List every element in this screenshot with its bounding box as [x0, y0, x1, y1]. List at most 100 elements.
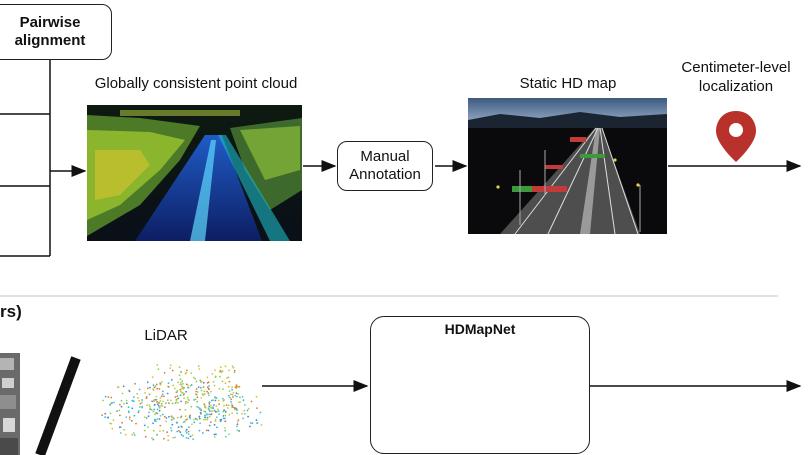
- lidar-point: [197, 406, 200, 409]
- lidar-point: [169, 427, 172, 429]
- lidar-point: [235, 409, 238, 412]
- lidar-point: [249, 425, 251, 428]
- lidar-point: [195, 388, 198, 390]
- lidar-point: [193, 421, 196, 424]
- lidar-point: [238, 386, 240, 388]
- lidar-point: [138, 399, 141, 402]
- lidar-point: [181, 386, 184, 389]
- lidar-point: [223, 409, 226, 412]
- lidar-point: [158, 418, 161, 420]
- lidar-point: [185, 431, 188, 434]
- lidar-point: [137, 410, 140, 412]
- lidar-point: [208, 401, 211, 403]
- lidar-point: [158, 388, 161, 390]
- lidar-point: [203, 403, 206, 405]
- lidar-point: [170, 429, 173, 432]
- lidar-point: [227, 404, 230, 407]
- lidar-point: [169, 367, 172, 369]
- lidar-point: [121, 392, 124, 395]
- lidar-point: [228, 369, 231, 372]
- lidar-point: [160, 395, 163, 397]
- lidar-point: [243, 409, 246, 412]
- lidar-point: [187, 386, 190, 389]
- lidar-point: [192, 438, 195, 441]
- lidar-point: [224, 410, 227, 413]
- lidar-point: [171, 402, 174, 405]
- lidar-point: [151, 400, 154, 403]
- lidar-point: [112, 419, 115, 422]
- lidar-point: [148, 411, 150, 414]
- lidar-point: [189, 417, 192, 420]
- lidar-point: [232, 392, 235, 394]
- lidar-point: [236, 385, 239, 388]
- lidar-point: [143, 429, 146, 432]
- lidar-point: [156, 434, 158, 436]
- lidar-point: [231, 404, 234, 407]
- lidar-point: [224, 429, 227, 432]
- lidar-point: [109, 402, 112, 405]
- lidar-point: [167, 402, 170, 404]
- lidar-point: [228, 433, 230, 436]
- lidar-point: [235, 392, 238, 395]
- localization-label: Centimeter-level localization: [668, 58, 804, 96]
- lidar-point: [156, 412, 159, 415]
- lidar-point: [189, 435, 192, 438]
- lidar-point: [127, 410, 130, 413]
- lidar-point: [117, 386, 120, 389]
- lidar-point: [157, 368, 160, 370]
- lidar-point: [159, 383, 162, 386]
- lidar-point: [131, 399, 134, 402]
- lidar-point: [147, 415, 150, 418]
- lidar-point: [176, 422, 178, 424]
- lidar-point: [241, 412, 244, 415]
- lidar-point: [179, 388, 182, 391]
- lidar-point: [113, 401, 115, 404]
- lidar-point: [208, 413, 211, 416]
- lidar-point: [208, 410, 211, 412]
- lidar-point: [136, 392, 139, 395]
- pairwise-line2: alignment: [14, 32, 86, 49]
- lidar-point: [183, 397, 186, 399]
- lidar-point: [192, 418, 195, 421]
- lidar-point: [202, 381, 205, 384]
- lidar-point: [162, 429, 165, 432]
- lidar-point: [239, 396, 241, 399]
- lidar-point: [208, 405, 211, 408]
- lidar-point: [228, 390, 231, 392]
- lidar-point: [161, 390, 164, 393]
- lidar-point: [152, 384, 155, 386]
- lidar-point: [207, 392, 210, 394]
- lidar-point: [170, 418, 173, 421]
- lidar-point: [231, 412, 234, 414]
- lidar-point: [138, 406, 141, 408]
- lidar-point: [246, 409, 249, 412]
- lidar-point: [196, 391, 199, 393]
- lidar-point: [224, 365, 227, 368]
- lidar-point: [216, 426, 218, 429]
- lidar-point: [203, 390, 206, 393]
- lidar-point: [218, 403, 221, 405]
- lidar-point: [182, 435, 185, 437]
- lidar-point: [255, 395, 258, 398]
- lidar-point: [174, 387, 176, 390]
- lidar-point: [184, 430, 187, 432]
- lidar-point: [146, 387, 149, 390]
- lidar-point: [135, 422, 137, 425]
- lidar-point: [176, 416, 179, 419]
- lidar-point: [237, 393, 240, 395]
- lidar-point: [153, 386, 156, 389]
- lidar-point: [218, 413, 221, 416]
- lidar-point: [208, 415, 211, 418]
- lidar-point: [147, 426, 149, 428]
- localization-line1: Centimeter-level: [681, 59, 791, 76]
- lidar-point: [137, 411, 140, 414]
- lidar-point: [204, 405, 206, 408]
- lidar-point: [159, 400, 162, 402]
- lidar-point: [199, 379, 202, 382]
- lidar-point: [214, 418, 217, 421]
- lidar-point: [165, 417, 168, 419]
- lidar-point: [231, 393, 234, 396]
- lidar-point: [191, 434, 194, 436]
- lidar-point: [213, 423, 216, 426]
- lidar-point: [156, 418, 159, 420]
